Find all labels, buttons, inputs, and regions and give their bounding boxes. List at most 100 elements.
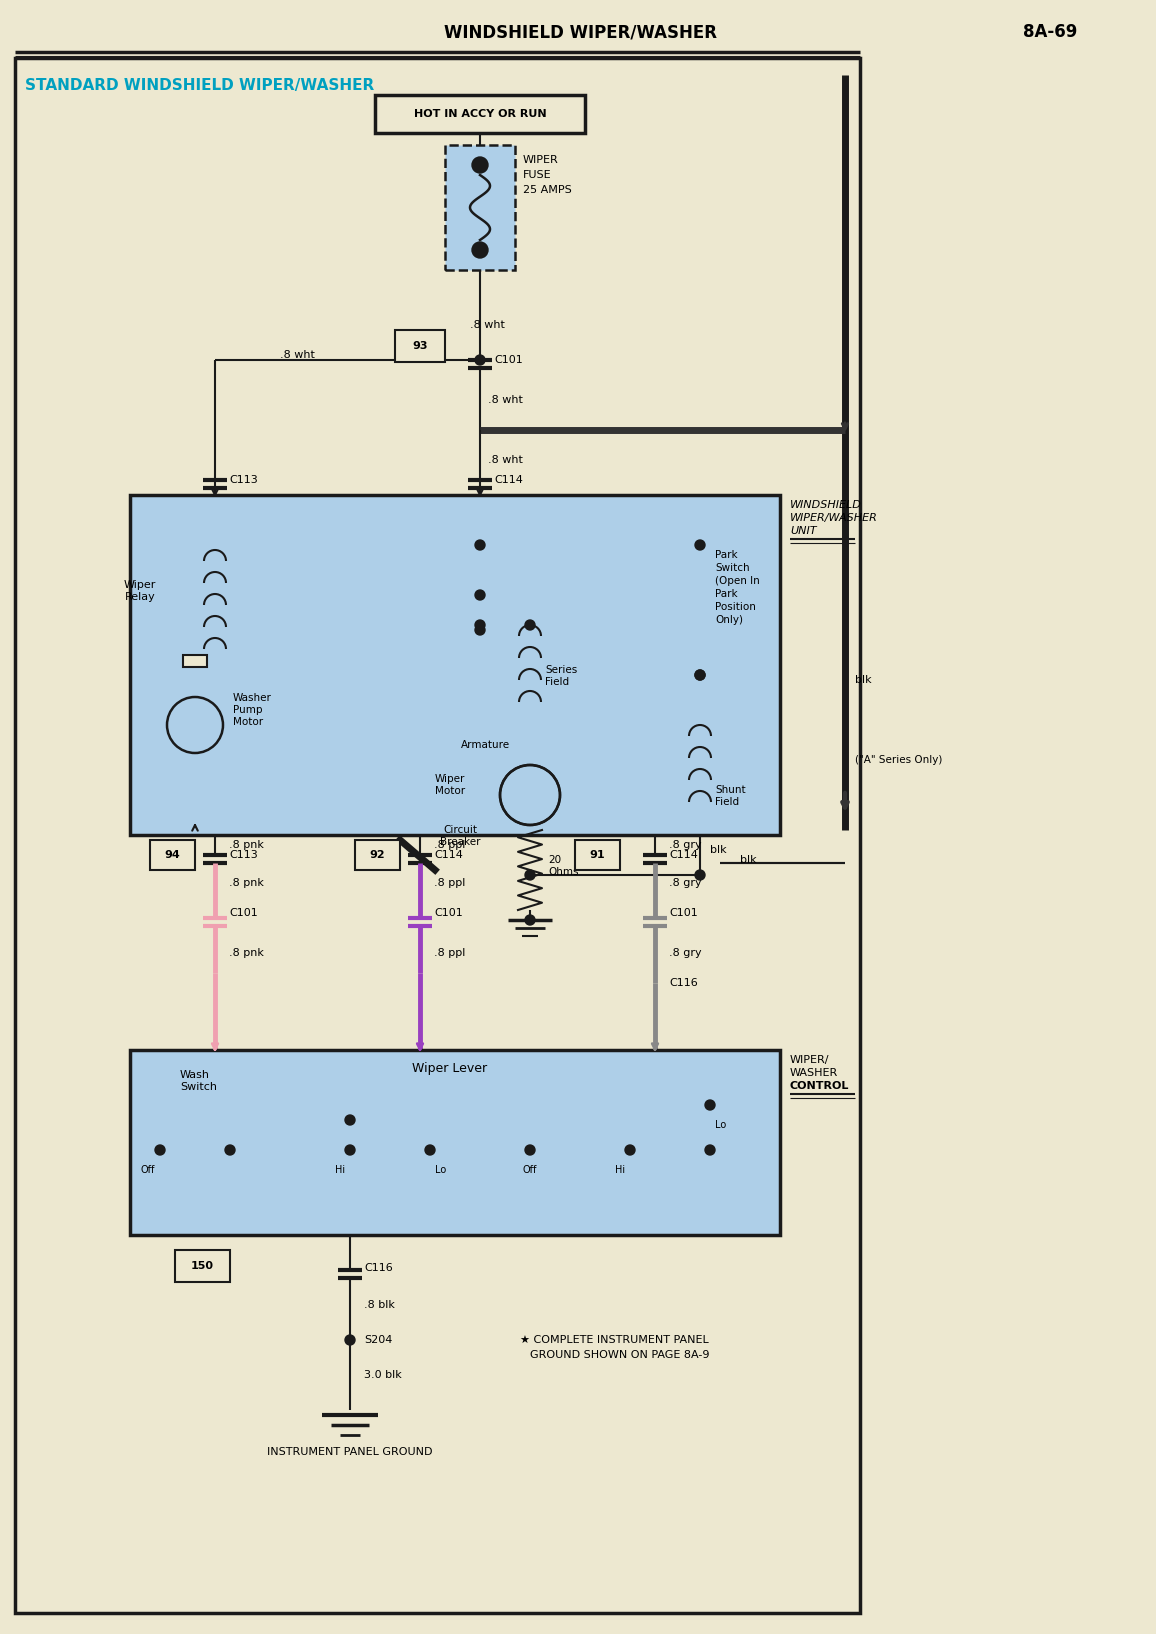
Text: WASHER: WASHER bbox=[790, 1069, 838, 1078]
Text: Wiper
Relay: Wiper Relay bbox=[124, 580, 156, 601]
Text: 150: 150 bbox=[191, 1261, 214, 1271]
Text: Circuit
Breaker: Circuit Breaker bbox=[439, 825, 480, 846]
Bar bbox=[129, 495, 780, 835]
Circle shape bbox=[475, 590, 486, 600]
Text: 25 AMPS: 25 AMPS bbox=[523, 185, 572, 194]
Text: ★ COMPLETE INSTRUMENT PANEL: ★ COMPLETE INSTRUMENT PANEL bbox=[520, 1335, 709, 1345]
Circle shape bbox=[625, 1145, 635, 1155]
Bar bbox=[15, 57, 860, 1613]
Text: CONTROL: CONTROL bbox=[790, 1082, 850, 1092]
Text: Off: Off bbox=[141, 1165, 155, 1175]
Circle shape bbox=[475, 619, 486, 631]
Text: Wiper
Motor: Wiper Motor bbox=[435, 775, 465, 796]
Bar bbox=[395, 330, 445, 363]
Text: Shunt
Field: Shunt Field bbox=[716, 784, 746, 807]
Text: .8 ppl: .8 ppl bbox=[434, 840, 466, 850]
Circle shape bbox=[225, 1145, 235, 1155]
Circle shape bbox=[695, 670, 705, 680]
Text: WIPER: WIPER bbox=[523, 155, 558, 165]
Text: Position: Position bbox=[716, 601, 756, 613]
Text: INSTRUMENT PANEL GROUND: INSTRUMENT PANEL GROUND bbox=[267, 1448, 432, 1458]
Circle shape bbox=[344, 1335, 355, 1345]
Circle shape bbox=[475, 624, 486, 636]
Circle shape bbox=[155, 1145, 165, 1155]
Bar bbox=[375, 95, 585, 132]
Text: Only): Only) bbox=[716, 614, 743, 624]
Text: HOT IN ACCY OR RUN: HOT IN ACCY OR RUN bbox=[414, 109, 547, 119]
Text: C101: C101 bbox=[434, 909, 462, 918]
Circle shape bbox=[705, 1145, 716, 1155]
Text: Series
Field: Series Field bbox=[544, 665, 577, 686]
Text: blk: blk bbox=[710, 845, 727, 855]
Text: WINDSHIELD: WINDSHIELD bbox=[790, 500, 862, 510]
Circle shape bbox=[501, 765, 560, 825]
Bar bbox=[445, 145, 516, 270]
Text: C116: C116 bbox=[364, 1263, 393, 1273]
Text: C101: C101 bbox=[494, 355, 523, 364]
Text: Wash
Switch: Wash Switch bbox=[180, 1070, 217, 1092]
Text: Lo: Lo bbox=[716, 1119, 726, 1131]
Text: C116: C116 bbox=[669, 979, 698, 989]
Text: WIPER/: WIPER/ bbox=[790, 1056, 830, 1065]
Text: ("A" Series Only): ("A" Series Only) bbox=[855, 755, 942, 765]
Text: .8 ppl: .8 ppl bbox=[434, 877, 466, 887]
Text: .8 pnk: .8 pnk bbox=[229, 948, 264, 958]
Text: UNIT: UNIT bbox=[790, 526, 816, 536]
Text: .8 gry: .8 gry bbox=[669, 840, 702, 850]
Text: blk: blk bbox=[855, 675, 872, 685]
Text: .8 gry: .8 gry bbox=[669, 948, 702, 958]
Text: Washer
Pump
Motor: Washer Pump Motor bbox=[234, 693, 272, 727]
Text: blk: blk bbox=[740, 855, 757, 864]
Circle shape bbox=[475, 355, 486, 364]
Text: STANDARD WINDSHIELD WIPER/WASHER: STANDARD WINDSHIELD WIPER/WASHER bbox=[25, 78, 375, 93]
Text: Park: Park bbox=[716, 551, 738, 560]
Bar bbox=[150, 840, 195, 869]
Text: .8 pnk: .8 pnk bbox=[229, 840, 264, 850]
Text: C101: C101 bbox=[669, 909, 698, 918]
Circle shape bbox=[344, 1114, 355, 1124]
Text: 8A-69: 8A-69 bbox=[1023, 23, 1077, 41]
Text: C113: C113 bbox=[229, 475, 258, 485]
Text: 20
Ohms: 20 Ohms bbox=[548, 855, 578, 876]
Text: S204: S204 bbox=[364, 1335, 392, 1345]
Text: M: M bbox=[188, 719, 201, 732]
Text: .8 blk: .8 blk bbox=[364, 1301, 395, 1310]
Bar bbox=[575, 840, 620, 869]
Circle shape bbox=[695, 539, 705, 551]
Circle shape bbox=[472, 157, 488, 173]
Text: C113: C113 bbox=[229, 850, 258, 859]
Circle shape bbox=[166, 698, 223, 753]
Text: .8 pnk: .8 pnk bbox=[229, 877, 264, 887]
Circle shape bbox=[695, 670, 705, 680]
Bar bbox=[183, 655, 207, 667]
Bar bbox=[129, 1051, 780, 1235]
Text: Park: Park bbox=[716, 588, 738, 600]
Circle shape bbox=[472, 242, 488, 258]
Text: .8 wht: .8 wht bbox=[470, 320, 505, 330]
Circle shape bbox=[525, 915, 535, 925]
Text: GROUND SHOWN ON PAGE 8A-9: GROUND SHOWN ON PAGE 8A-9 bbox=[529, 1350, 710, 1359]
Text: C114: C114 bbox=[669, 850, 698, 859]
Text: Armature: Armature bbox=[461, 740, 510, 750]
Text: C114: C114 bbox=[494, 475, 523, 485]
Text: .8 gry: .8 gry bbox=[669, 877, 702, 887]
Circle shape bbox=[705, 1100, 716, 1109]
Text: FUSE: FUSE bbox=[523, 170, 551, 180]
Text: .8 wht: .8 wht bbox=[488, 395, 523, 405]
Text: 94: 94 bbox=[164, 850, 180, 859]
Text: Off: Off bbox=[523, 1165, 538, 1175]
Bar bbox=[355, 840, 400, 869]
Circle shape bbox=[525, 1145, 535, 1155]
Text: .8 wht: .8 wht bbox=[280, 350, 314, 359]
Text: .8 wht: .8 wht bbox=[488, 454, 523, 466]
Text: Wiper Lever: Wiper Lever bbox=[413, 1062, 488, 1075]
Text: 91: 91 bbox=[590, 850, 606, 859]
Circle shape bbox=[475, 539, 486, 551]
Text: WINDSHIELD WIPER/WASHER: WINDSHIELD WIPER/WASHER bbox=[444, 23, 717, 41]
Text: Hi: Hi bbox=[615, 1165, 625, 1175]
Circle shape bbox=[425, 1145, 435, 1155]
Circle shape bbox=[525, 869, 535, 881]
Text: C101: C101 bbox=[229, 909, 258, 918]
Circle shape bbox=[695, 869, 705, 881]
Text: WIPER/WASHER: WIPER/WASHER bbox=[790, 513, 877, 523]
